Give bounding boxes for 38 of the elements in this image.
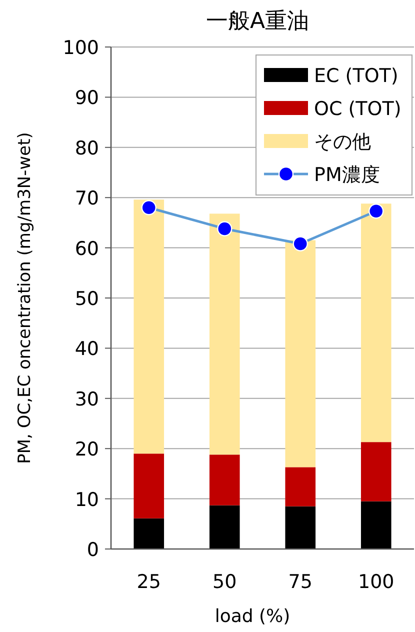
bar <box>209 454 240 506</box>
x-tick-label: 50 <box>212 571 237 593</box>
point <box>217 221 232 236</box>
bar <box>209 505 240 549</box>
legend-label: その他 <box>314 131 371 153</box>
legend-label: PM濃度 <box>314 164 380 186</box>
x-tick-label: 75 <box>288 571 312 593</box>
y-tick-label: 10 <box>74 488 99 511</box>
bar <box>360 204 392 442</box>
bar <box>360 442 392 502</box>
bar <box>360 501 392 549</box>
chart-title: 一般A重油 <box>206 9 310 34</box>
point <box>141 200 156 216</box>
y-tick-label: 50 <box>74 288 99 310</box>
y-tick-label: 40 <box>74 338 99 360</box>
bar <box>285 506 316 549</box>
y-axis-title: PM, OC,EC oncentration (mg/m3N-wet) <box>15 132 35 464</box>
y-tick-label: 70 <box>74 188 99 210</box>
bar <box>134 518 164 549</box>
y-tick-label: 90 <box>74 87 99 110</box>
y-tick-label: 30 <box>74 388 99 410</box>
legend-label: EC (TOT) <box>314 65 398 87</box>
bar <box>285 467 316 506</box>
point <box>292 236 308 252</box>
bar <box>134 454 164 518</box>
y-tick-label: 100 <box>62 37 99 59</box>
x-tick-label: 25 <box>136 571 161 593</box>
y-tick-label: 80 <box>74 137 99 160</box>
y-tick-label: 0 <box>86 539 99 561</box>
bar <box>209 214 240 455</box>
legend-label: OC (TOT) <box>314 98 402 120</box>
bar <box>134 200 164 454</box>
y-tick-label: 60 <box>74 238 99 260</box>
y-tick-label: 20 <box>74 438 99 461</box>
x-axis-title: load (%) <box>214 606 290 627</box>
bar <box>285 240 316 468</box>
x-tick-label: 100 <box>358 571 394 593</box>
point <box>368 204 384 219</box>
